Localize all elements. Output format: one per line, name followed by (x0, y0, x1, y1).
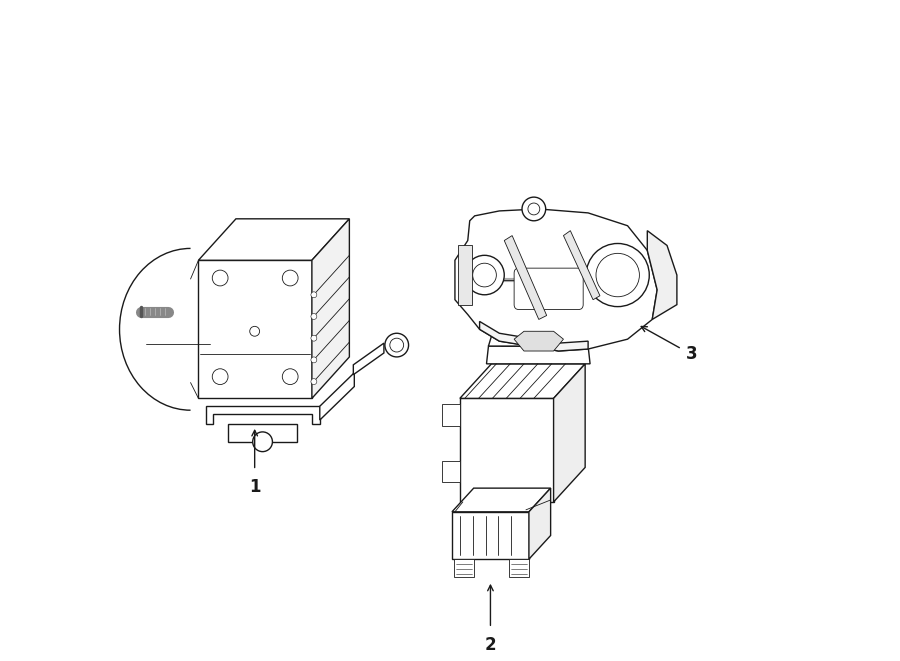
Polygon shape (480, 321, 588, 351)
Polygon shape (452, 488, 551, 512)
Circle shape (253, 432, 273, 451)
FancyBboxPatch shape (514, 268, 583, 309)
Circle shape (472, 263, 497, 287)
Circle shape (283, 369, 298, 385)
Polygon shape (198, 219, 349, 260)
Polygon shape (554, 364, 585, 502)
Polygon shape (489, 336, 588, 346)
Circle shape (310, 379, 317, 385)
Circle shape (310, 292, 317, 297)
Polygon shape (563, 231, 600, 299)
Circle shape (212, 270, 228, 286)
Circle shape (283, 270, 298, 286)
Polygon shape (442, 405, 460, 426)
Circle shape (464, 255, 504, 295)
Polygon shape (320, 373, 355, 420)
Polygon shape (206, 407, 320, 424)
Polygon shape (228, 424, 297, 442)
Circle shape (310, 335, 317, 341)
Polygon shape (454, 209, 657, 351)
Circle shape (310, 357, 317, 363)
Polygon shape (514, 331, 563, 351)
Text: 1: 1 (249, 479, 260, 496)
Polygon shape (312, 219, 349, 399)
Polygon shape (487, 346, 590, 364)
Polygon shape (198, 260, 312, 399)
Circle shape (385, 333, 409, 357)
Polygon shape (509, 559, 529, 577)
Polygon shape (504, 235, 546, 319)
Circle shape (586, 243, 649, 307)
Circle shape (249, 327, 259, 336)
Circle shape (310, 313, 317, 319)
Text: 2: 2 (484, 636, 496, 654)
Circle shape (522, 197, 545, 221)
Polygon shape (460, 364, 585, 399)
Circle shape (390, 338, 403, 352)
Text: 3: 3 (686, 345, 698, 363)
Circle shape (212, 369, 228, 385)
Polygon shape (452, 512, 529, 559)
Circle shape (596, 253, 639, 297)
Polygon shape (647, 231, 677, 319)
Polygon shape (354, 343, 384, 375)
Polygon shape (529, 488, 551, 559)
Polygon shape (442, 461, 460, 483)
Polygon shape (460, 399, 554, 502)
Circle shape (528, 203, 540, 215)
Polygon shape (454, 559, 473, 577)
Polygon shape (458, 245, 472, 305)
